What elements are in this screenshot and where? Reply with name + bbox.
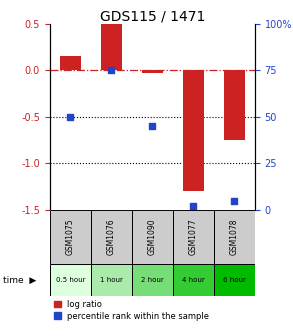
Text: GSM1090: GSM1090 [148, 219, 157, 255]
Text: GSM1075: GSM1075 [66, 219, 75, 255]
Text: 4 hour: 4 hour [182, 277, 205, 283]
Bar [214, 210, 255, 264]
Text: 2 hour: 2 hour [141, 277, 164, 283]
Point [68, 114, 73, 119]
Legend: log ratio, percentile rank within the sample: log ratio, percentile rank within the sa… [54, 300, 209, 321]
Point [232, 198, 237, 203]
Point [109, 68, 114, 73]
Bar [50, 264, 91, 296]
Bar [173, 210, 214, 264]
Bar [183, 70, 204, 191]
Bar [50, 210, 91, 264]
Bar [91, 210, 132, 264]
Bar [132, 210, 173, 264]
Bar [132, 264, 173, 296]
Text: GSM1077: GSM1077 [189, 219, 198, 255]
Point [191, 204, 196, 209]
Text: GSM1078: GSM1078 [230, 219, 239, 255]
Bar [224, 70, 245, 140]
Text: 0.5 hour: 0.5 hour [56, 277, 85, 283]
Title: GDS115 / 1471: GDS115 / 1471 [100, 9, 205, 24]
Bar [91, 264, 132, 296]
Bar [101, 24, 122, 70]
Text: 6 hour: 6 hour [223, 277, 246, 283]
Text: GSM1076: GSM1076 [107, 219, 116, 255]
Text: 1 hour: 1 hour [100, 277, 123, 283]
Bar [173, 264, 214, 296]
Bar [60, 56, 81, 70]
Bar [142, 70, 163, 73]
Text: time  ▶: time ▶ [3, 276, 36, 284]
Point [150, 123, 155, 129]
Bar [214, 264, 255, 296]
